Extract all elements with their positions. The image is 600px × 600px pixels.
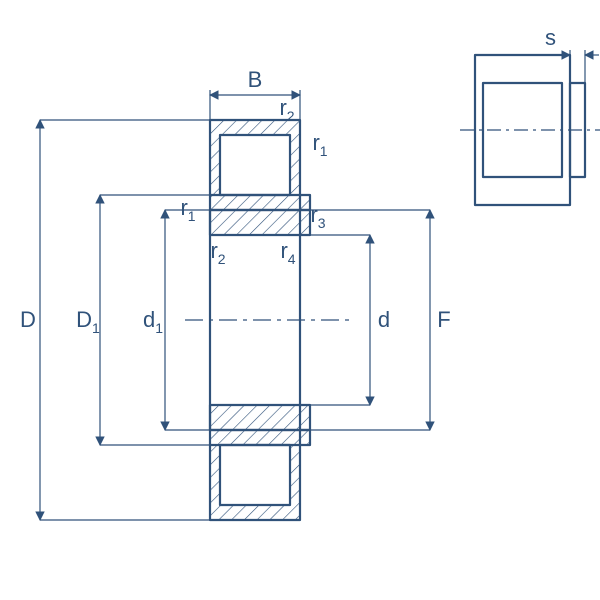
label-r2_tr: r2 bbox=[279, 95, 294, 124]
dim-label-D: D bbox=[20, 307, 36, 332]
dim-label-D1: D1 bbox=[76, 307, 100, 336]
label-r3_tr2: r3 bbox=[310, 202, 325, 231]
dim-label-d: d bbox=[378, 307, 390, 332]
auxiliary-view: s bbox=[460, 25, 600, 205]
label-s: s bbox=[545, 25, 556, 50]
label-r1_tr: r1 bbox=[312, 130, 327, 159]
dim-label-d1: d1 bbox=[143, 307, 163, 336]
dim-label-B: B bbox=[248, 67, 263, 92]
label-r2_bl: r2 bbox=[210, 238, 225, 267]
dim-D: D bbox=[20, 120, 210, 520]
dim-label-F: F bbox=[437, 307, 450, 332]
label-r4_br: r4 bbox=[280, 238, 295, 267]
bearing-diagram: D D1 d1 d F B r1 r2 r1 r2 r3 r4 s bbox=[0, 0, 600, 600]
label-r1_tl: r1 bbox=[180, 195, 195, 224]
